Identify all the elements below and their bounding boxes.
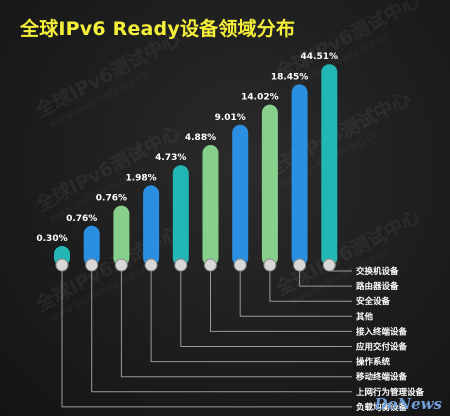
category-label: 操作系统	[356, 357, 391, 368]
bar-base-cap	[293, 258, 307, 272]
bar-base-cap	[263, 258, 277, 272]
data-label: 0.76%	[66, 214, 97, 224]
leader-line	[150, 271, 352, 363]
data-label: 0.76%	[96, 194, 127, 204]
category-label: 接入终端设备	[356, 326, 408, 337]
data-label: 0.30%	[36, 234, 67, 244]
bar-base-cap	[144, 258, 158, 272]
bar	[143, 185, 160, 266]
category-label: 路由器设备	[356, 281, 399, 292]
bar	[202, 145, 219, 266]
data-label: 4.88%	[185, 133, 216, 143]
category-label: 移动终端设备	[356, 372, 408, 383]
data-label: 44.51%	[301, 52, 339, 62]
category-label: 应用交付设备	[356, 342, 408, 353]
leader-line	[299, 271, 352, 287]
bar-base-cap	[85, 258, 99, 272]
bar	[113, 205, 130, 266]
leader-line	[91, 271, 352, 393]
bar-base-cap	[174, 258, 188, 272]
bar-base-cap	[204, 258, 217, 272]
bar	[232, 124, 249, 266]
category-label: 上网行为管理设备	[356, 387, 425, 398]
category-label: 其他	[356, 311, 374, 322]
data-label: 18.45%	[271, 72, 309, 82]
category-label: 安全设备	[356, 296, 391, 307]
data-label: 14.02%	[241, 93, 279, 103]
bar	[261, 104, 278, 266]
bar	[172, 165, 189, 266]
bar	[83, 225, 100, 266]
data-label: 4.73%	[155, 153, 186, 163]
data-label: 9.01%	[215, 113, 246, 123]
category-label: 负载均衡设备	[356, 402, 408, 413]
bar	[321, 64, 338, 266]
bar-base-cap	[114, 258, 128, 272]
category-label: 交换机设备	[356, 266, 399, 277]
leader-line	[120, 271, 352, 378]
bar-base-cap	[322, 258, 336, 272]
leader-line	[61, 271, 352, 408]
leader-line	[180, 271, 352, 347]
bar	[291, 84, 308, 267]
bar-base-cap	[55, 258, 69, 272]
leader-line	[239, 271, 352, 317]
chart-title: 全球IPv6 Ready设备领域分布	[20, 18, 296, 40]
bar-base-cap	[233, 258, 247, 272]
brand-logo-text: DoNews	[374, 395, 442, 413]
leader-line	[210, 271, 352, 332]
leader-line	[269, 271, 352, 302]
data-label: 1.98%	[125, 173, 156, 183]
